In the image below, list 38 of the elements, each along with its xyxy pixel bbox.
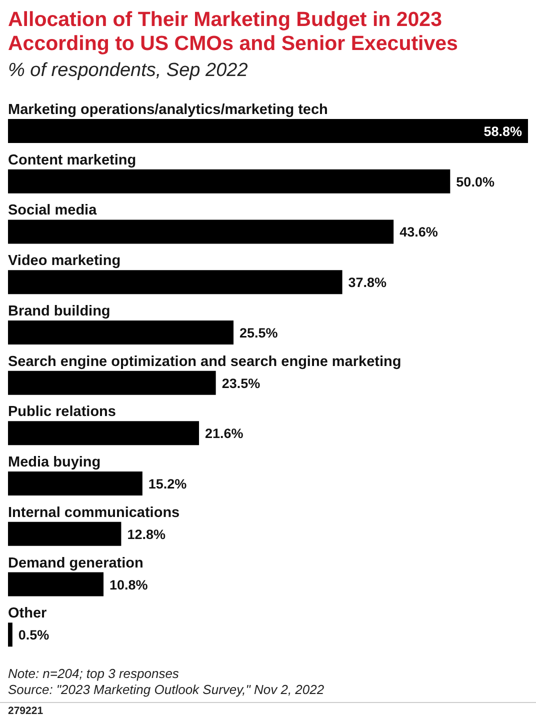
data-label: 15.2% <box>148 476 187 492</box>
y-tick-label: Video marketing <box>8 253 121 270</box>
bar <box>8 370 216 395</box>
bar <box>8 622 12 647</box>
y-tick-label: Social media <box>8 202 98 219</box>
y-tick-label: Public relations <box>8 404 116 420</box>
data-label: 25.5% <box>240 325 278 340</box>
bar <box>8 220 394 244</box>
bar <box>8 270 342 294</box>
data-label: 58.8% <box>484 124 522 139</box>
chart-subtitle: % of respondents, Sep 2022 <box>8 60 249 82</box>
bar <box>8 119 528 143</box>
y-tick-label: Internal communications <box>8 504 180 521</box>
source-note: Source: "2023 Marketing Outlook Survey," Nov 2, 2022 <box>8 682 324 698</box>
data-label: 10.8% <box>110 577 148 592</box>
data-label: 37.8% <box>348 275 387 290</box>
data-label: 50.0% <box>456 174 494 190</box>
bar <box>8 472 142 496</box>
y-tick-label: Other <box>8 606 48 622</box>
bar <box>8 421 200 446</box>
bar <box>8 320 234 344</box>
data-label: 43.6% <box>400 224 438 240</box>
bar <box>8 522 122 546</box>
chart-title: Allocation of Their Marketing Budget in 2023 According to US CMOs and Senior Executives <box>8 8 459 56</box>
y-tick-label: Marketing operations/analytics/marketing tech <box>8 102 328 118</box>
bar <box>8 169 450 194</box>
data-label: 21.6% <box>205 426 244 442</box>
data-label: 12.8% <box>127 526 166 542</box>
y-tick-label: Media buying <box>8 454 101 471</box>
data-label: 0.5% <box>18 628 50 643</box>
data-label: 23.5% <box>222 376 260 391</box>
y-tick-label: Content marketing <box>8 152 136 168</box>
y-tick-label: Search engine optimization and search engine marketing <box>8 354 402 370</box>
y-tick-label: Brand building <box>8 303 110 320</box>
text: Note: n=204; top 3 responses <box>8 666 180 682</box>
text: 279221 <box>8 705 44 717</box>
bar <box>8 572 104 596</box>
y-tick-label: Demand generation <box>8 555 144 572</box>
